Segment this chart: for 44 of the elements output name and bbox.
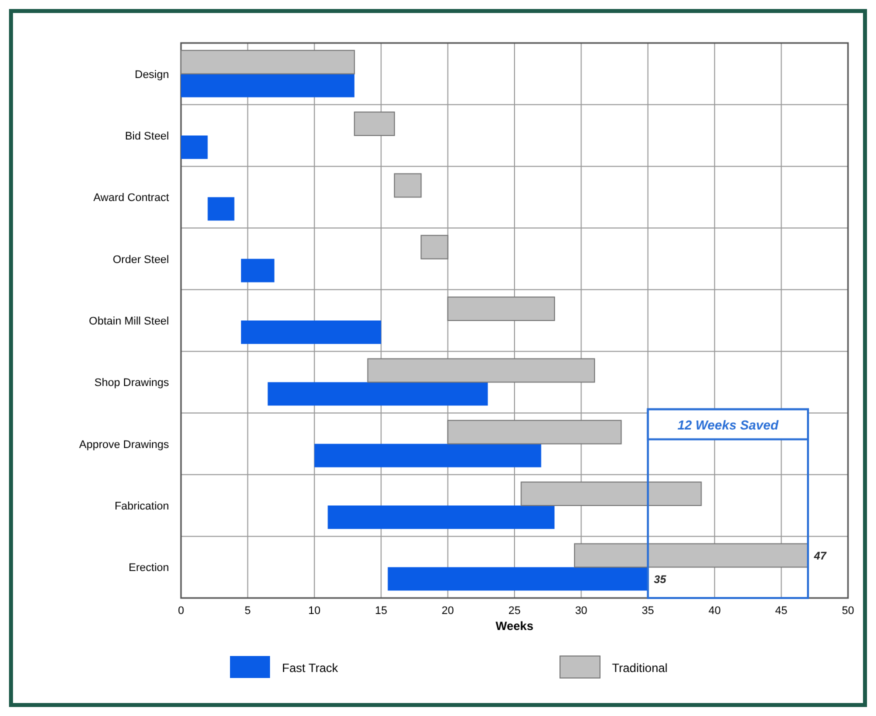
y-tick-label: Award Contract <box>93 192 169 204</box>
legend-label: Fast Track <box>282 661 340 675</box>
y-tick-label: Erection <box>128 562 169 574</box>
x-tick-label: 10 <box>308 605 321 617</box>
bar <box>420 234 448 260</box>
band-label: 12 Weeks Saved <box>677 417 780 432</box>
y-tick-label: Fabrication <box>114 500 169 512</box>
x-axis-title: Weeks <box>496 619 534 633</box>
x-tick-label: 40 <box>708 605 721 617</box>
x-tick-label: 35 <box>642 605 654 617</box>
bar <box>388 567 648 591</box>
bar <box>314 444 542 468</box>
y-tick-label: Obtain Mill Steel <box>88 316 169 328</box>
x-tick-label: 5 <box>244 605 251 617</box>
x-tick-label: 25 <box>508 605 521 617</box>
x-tick-label: 50 <box>842 605 854 617</box>
y-tick-label: Bid Steel <box>124 130 169 142</box>
y-tick-label: Design <box>134 68 169 81</box>
y-tick-label: Order Steel <box>112 254 169 266</box>
y-tick-label: Approve Drawings <box>79 438 170 451</box>
bar <box>447 420 622 444</box>
bar <box>328 506 555 529</box>
bar <box>241 320 382 344</box>
x-tick-label: 15 <box>374 605 388 617</box>
bar <box>241 258 274 282</box>
x-tick-label: 20 <box>442 605 454 617</box>
annotation: 35 <box>654 574 668 586</box>
x-tick-label: 45 <box>775 605 788 617</box>
bar <box>208 197 234 221</box>
bar <box>268 382 488 406</box>
bar <box>447 296 556 321</box>
bar <box>180 50 355 74</box>
y-tick-label: Shop Drawings <box>94 377 170 390</box>
bar <box>354 112 395 136</box>
bar <box>394 173 422 198</box>
bar <box>574 543 808 568</box>
bar <box>181 136 208 159</box>
x-tick-label: 30 <box>575 605 588 617</box>
bar <box>520 482 702 506</box>
x-tick-label: 0 <box>178 605 184 617</box>
bar <box>367 358 596 383</box>
annotation: 47 <box>812 550 828 562</box>
legend-label: Traditional <box>612 661 668 675</box>
bar <box>181 74 354 98</box>
